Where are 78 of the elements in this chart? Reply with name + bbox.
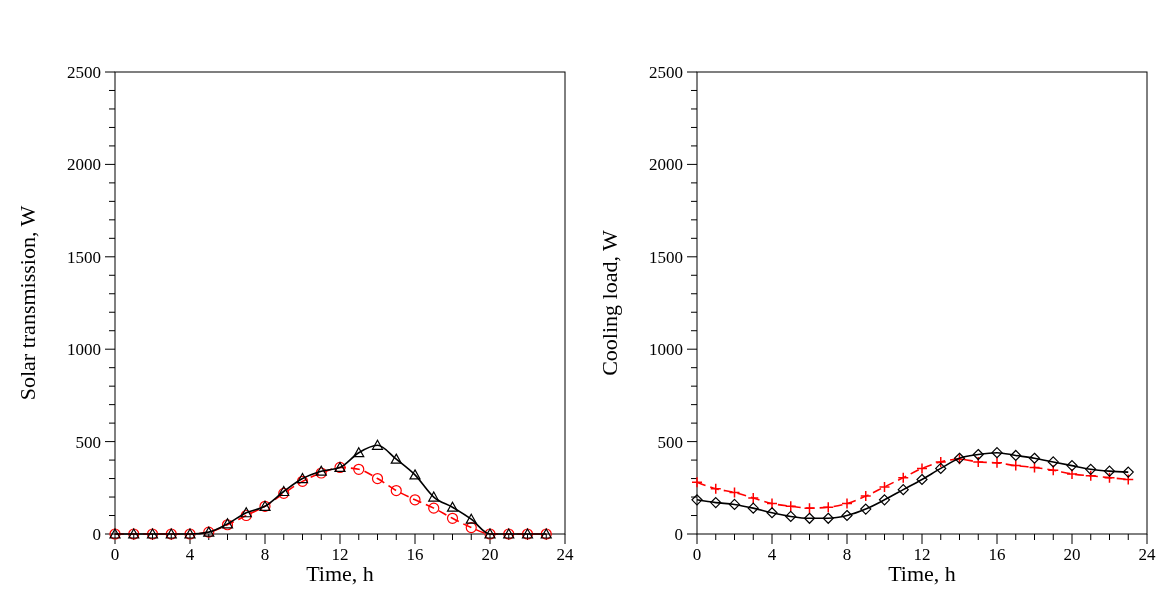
point [1085, 463, 1097, 475]
point [728, 486, 741, 499]
y-tick-label: 500 [75, 432, 101, 452]
point [465, 513, 477, 524]
x-tick-label: 8 [842, 545, 852, 564]
x-tick-label: 8 [260, 545, 270, 564]
point [1122, 466, 1134, 478]
point [785, 510, 797, 523]
point [446, 512, 459, 524]
point [1028, 452, 1041, 464]
x-tick-label: 0 [692, 545, 702, 564]
x-tick-label: 20 [1063, 545, 1081, 564]
point [1103, 471, 1116, 484]
x-tick-label: 24 [556, 545, 574, 564]
point [409, 469, 421, 480]
point [878, 481, 891, 493]
x-tick-label: 0 [110, 545, 120, 564]
point [710, 496, 722, 509]
point [353, 463, 365, 475]
point [972, 448, 984, 461]
x-tick-label: 12 [913, 545, 931, 564]
x-tick-label: 4 [767, 545, 777, 564]
y-tick-label: 0 [674, 525, 683, 544]
point [822, 512, 834, 524]
x-tick-label: 16 [988, 545, 1006, 564]
point [371, 472, 384, 485]
x-tick-label: 16 [406, 545, 424, 564]
x-axis-title: Time, h [306, 561, 374, 586]
y-tick-label: 2000 [67, 155, 101, 175]
y-axis-title: Solar transmission, W [15, 205, 40, 401]
point [916, 462, 928, 475]
point [446, 501, 459, 512]
point [1010, 449, 1022, 462]
y-tick-label: 0 [92, 525, 101, 544]
point [428, 491, 440, 502]
point [1010, 459, 1022, 472]
point [409, 494, 421, 506]
point [1103, 465, 1116, 477]
point [1047, 456, 1059, 468]
point [728, 498, 741, 511]
point [841, 509, 853, 522]
point [803, 512, 816, 524]
point [860, 503, 872, 515]
y-tick-label: 2000 [649, 155, 683, 175]
point [878, 494, 891, 506]
point [897, 484, 909, 496]
x-tick-label: 24 [1138, 545, 1156, 564]
point [841, 497, 853, 510]
point [390, 484, 402, 497]
point [897, 471, 909, 484]
y-axis-title: Cooling load, W [597, 229, 622, 376]
x-axis-title: Time, h [888, 561, 956, 586]
y-tick-label: 500 [657, 432, 683, 452]
y-tick-label: 1500 [649, 247, 683, 267]
y-tick-label: 1500 [67, 247, 101, 267]
point [916, 473, 928, 486]
point [465, 521, 477, 534]
x-tick-label: 20 [481, 545, 499, 564]
point [390, 453, 402, 464]
point [803, 502, 816, 514]
y-tick-label: 1000 [649, 340, 683, 360]
point [240, 507, 252, 518]
point [935, 462, 947, 474]
y-tick-label: 2500 [67, 63, 101, 82]
point [240, 509, 252, 522]
y-tick-label: 1000 [67, 340, 101, 360]
point [353, 447, 365, 458]
point [371, 439, 384, 450]
point [991, 447, 1003, 459]
point [1066, 460, 1078, 472]
point [766, 507, 778, 519]
y-tick-label: 2500 [649, 63, 683, 82]
point [1122, 473, 1134, 486]
x-tick-label: 12 [331, 545, 349, 564]
point [747, 502, 759, 514]
x-tick-label: 4 [185, 545, 195, 564]
point [1028, 461, 1041, 474]
point [428, 502, 440, 514]
